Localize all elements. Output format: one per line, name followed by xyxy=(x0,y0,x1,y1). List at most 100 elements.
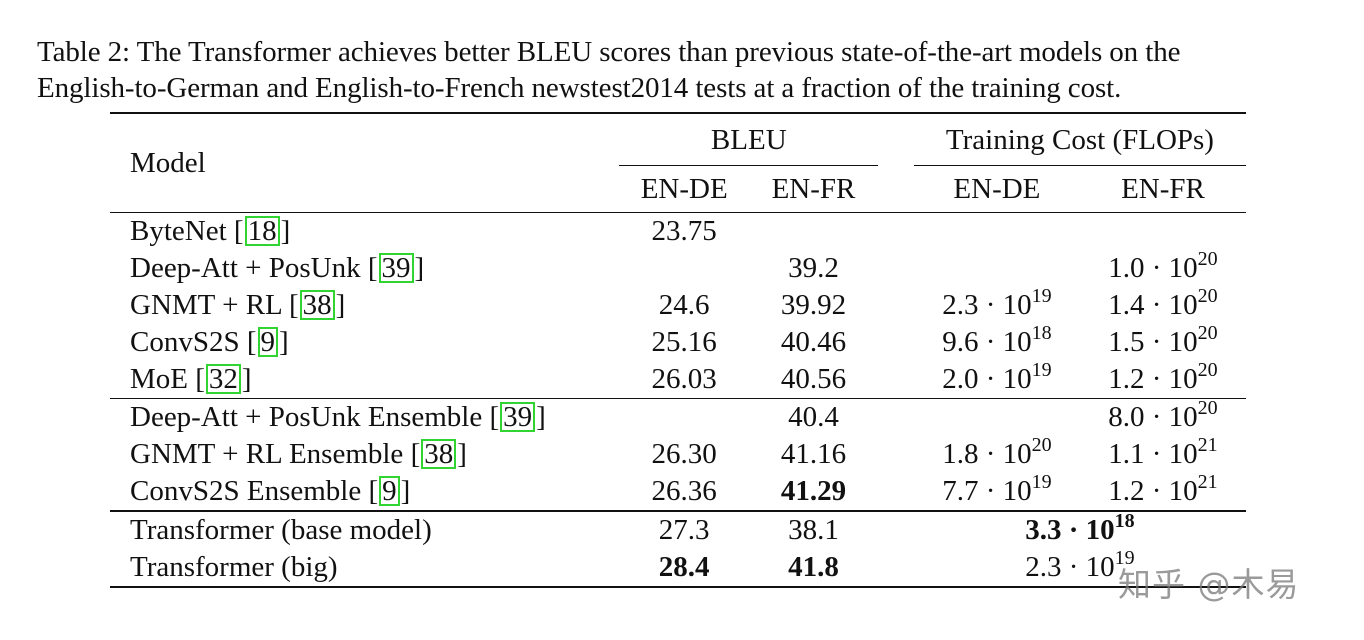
training-cost-value: 2.3 · 1019 xyxy=(914,547,1246,587)
citation-link[interactable]: 32 xyxy=(205,364,241,394)
table-row: GNMT + RL [38] 24.6 39.92 2.3 · 1019 1.4 · 1… xyxy=(110,285,1246,324)
bleu-label: BLEU xyxy=(710,123,787,156)
cost-en-de-value-mantissa: 2.3 · 10 xyxy=(942,289,1032,321)
cost-en-fr-value xyxy=(1080,213,1246,251)
cost-label: Training Cost (FLOPs) xyxy=(945,123,1214,156)
cost-en-fr-value-exponent: 20 xyxy=(1197,397,1218,419)
bleu-en-de-value: 26.30 xyxy=(651,438,717,470)
bleu-en-de-value xyxy=(619,250,748,287)
training-cost-value-mantissa: 2.3 · 10 xyxy=(1025,551,1115,583)
training-cost-value-exponent: 19 xyxy=(1114,547,1135,569)
table-row: ByteNet [18] 23.75 xyxy=(110,212,1246,251)
cost-en-de-value: 2.0 · 1019 xyxy=(914,359,1080,399)
model-column-header: Model xyxy=(130,146,206,179)
citation-link[interactable]: 39 xyxy=(500,402,536,432)
cost-en-de-value-mantissa: 7.7 · 10 xyxy=(942,475,1032,507)
bleu-en-fr-value: 41.16 xyxy=(780,438,847,470)
results-table: Model BLEU Training Cost (FLOPs) EN-DE E… xyxy=(110,112,1246,588)
table-row: Transformer (big) 28.4 41.8 2.3 · 1019 xyxy=(110,547,1246,587)
citation-link[interactable]: 38 xyxy=(299,290,335,320)
cost-en-de-value: 9.6 · 1018 xyxy=(914,322,1080,361)
cost-en-de-value xyxy=(914,250,1080,287)
table-row: Deep-Att + PosUnk Ensemble [39] 40.4 8.0 ·… xyxy=(110,397,1246,437)
bleu-en-fr-value: 39.92 xyxy=(780,289,847,321)
cost-en-de-value-exponent: 19 xyxy=(1031,285,1052,307)
cost-en-fr-value-exponent: 21 xyxy=(1197,434,1218,456)
cost-en-de-value: 1.8 · 1020 xyxy=(914,435,1080,473)
bleu-en-fr-value xyxy=(749,213,878,251)
cost-en-fr-value: 1.2 · 1020 xyxy=(1080,359,1246,399)
cost-en-fr-value-mantissa: 1.1 · 10 xyxy=(1108,438,1198,470)
cost-en-fr-value-exponent: 20 xyxy=(1197,322,1218,344)
cost-en-de-value-mantissa: 2.0 · 10 xyxy=(942,363,1032,395)
bleu-en-fr-header: EN-FR xyxy=(771,172,856,205)
caption-line-2: English-to-German and English-to-French … xyxy=(37,72,1122,104)
table-row: MoE [32] 26.03 40.56 2.0 · 1019 1.2 · 1020 xyxy=(110,359,1246,399)
bleu-en-de-header: EN-DE xyxy=(640,172,728,205)
model-name: MoE xyxy=(130,363,188,395)
cost-en-fr-value: 1.4 · 1020 xyxy=(1080,286,1246,324)
model-name-cell: Transformer (big) xyxy=(130,551,338,583)
cost-en-de-value-exponent: 18 xyxy=(1031,322,1052,344)
bleu-en-de-value xyxy=(619,399,748,437)
model-name-cell: GNMT + RL [38] xyxy=(130,289,346,321)
model-name: ByteNet xyxy=(130,215,227,247)
table-body: ByteNet [18] 23.75 Deep-Att + PosUnk [39] 3… xyxy=(110,212,1246,587)
cost-en-fr-value-mantissa: 8.0 · 10 xyxy=(1108,401,1198,433)
model-name-cell: Transformer (base model) xyxy=(130,514,432,546)
model-name-cell: MoE [32] xyxy=(130,363,252,395)
citation-link[interactable]: 18 xyxy=(244,216,280,246)
cost-en-de-value-mantissa: 9.6 · 10 xyxy=(942,326,1032,358)
cost-en-fr-value: 1.1 · 1021 xyxy=(1080,434,1246,473)
citation-link[interactable]: 9 xyxy=(379,476,400,506)
training-cost-value-exponent: 18 xyxy=(1114,510,1135,532)
caption-line-1: Table 2: The Transformer achieves better… xyxy=(37,36,1181,68)
table-row: GNMT + RL Ensemble [38] 26.30 41.16 1.8 · 1… xyxy=(110,434,1246,473)
cost-en-fr-value-exponent: 20 xyxy=(1197,248,1218,270)
bleu-en-fr-value: 41.29 xyxy=(780,475,847,507)
model-name-cell: ConvS2S [9] xyxy=(130,326,289,358)
cost-en-de-value-exponent: 19 xyxy=(1031,359,1052,381)
cost-en-de-header: EN-DE xyxy=(953,172,1041,205)
model-name-cell: ByteNet [18] xyxy=(130,215,291,247)
cost-en-de-value-exponent: 19 xyxy=(1031,471,1052,493)
cost-en-fr-header: EN-FR xyxy=(1121,172,1205,205)
bleu-en-fr-value: 39.2 xyxy=(788,252,839,284)
citation-link[interactable]: 38 xyxy=(421,439,457,469)
cost-en-fr-value-exponent: 21 xyxy=(1197,471,1218,493)
cost-en-de-value: 7.7 · 1019 xyxy=(914,471,1080,511)
training-cost-value-mantissa: 3.3 · 10 xyxy=(1025,514,1115,546)
cost-en-fr-value-mantissa: 1.2 · 10 xyxy=(1108,363,1198,395)
table-row: ConvS2S [9] 25.16 40.46 9.6 · 1018 1.5 · 102… xyxy=(110,322,1246,361)
cost-en-de-value: 2.3 · 1019 xyxy=(914,285,1080,324)
model-name-cell: ConvS2S Ensemble [9] xyxy=(130,475,411,507)
cost-en-de-value-mantissa: 1.8 · 10 xyxy=(942,438,1032,470)
model-name-cell: Deep-Att + PosUnk Ensemble [39] xyxy=(130,401,546,433)
citation-link[interactable]: 39 xyxy=(378,253,414,283)
watermark: 知乎 @木易 xyxy=(1118,565,1300,604)
bleu-en-fr-value: 41.8 xyxy=(788,551,839,583)
bleu-en-fr-value: 38.1 xyxy=(788,514,839,546)
cost-en-fr-value-mantissa: 1.2 · 10 xyxy=(1108,475,1198,507)
cost-en-fr-value-mantissa: 1.5 · 10 xyxy=(1108,326,1198,358)
training-cost-value: 3.3 · 1018 xyxy=(914,511,1246,549)
bleu-en-fr-value: 40.56 xyxy=(780,363,847,395)
table-row: Transformer (base model) 27.3 38.1 3.3 · 10… xyxy=(110,511,1246,549)
results-table-wrapper: Model BLEU Training Cost (FLOPs) EN-DE E… xyxy=(110,112,1246,588)
model-name: GNMT + RL xyxy=(130,289,282,321)
bleu-en-de-value: 28.4 xyxy=(658,551,710,583)
cost-en-fr-value-mantissa: 1.4 · 10 xyxy=(1108,289,1198,321)
bleu-en-de-value: 26.03 xyxy=(651,363,717,395)
cost-group-header: Training Cost (FLOPs) xyxy=(913,113,1246,166)
cost-en-fr-value: 1.2 · 1021 xyxy=(1080,471,1246,511)
model-name: Deep-Att + PosUnk Ensemble xyxy=(130,401,483,433)
bleu-en-de-value: 24.6 xyxy=(658,289,710,321)
bleu-en-fr-value: 40.46 xyxy=(780,326,847,358)
citation-link[interactable]: 9 xyxy=(257,327,279,357)
model-name-cell: GNMT + RL Ensemble [38] xyxy=(130,438,467,470)
bleu-en-de-value: 27.3 xyxy=(658,514,710,546)
bleu-en-de-value: 26.36 xyxy=(651,475,717,507)
cost-en-fr-value-exponent: 20 xyxy=(1197,359,1218,381)
cost-en-fr-value: 1.5 · 1020 xyxy=(1080,322,1246,361)
table-row: Deep-Att + PosUnk [39] 39.2 1.0 · 1020 xyxy=(110,248,1246,287)
